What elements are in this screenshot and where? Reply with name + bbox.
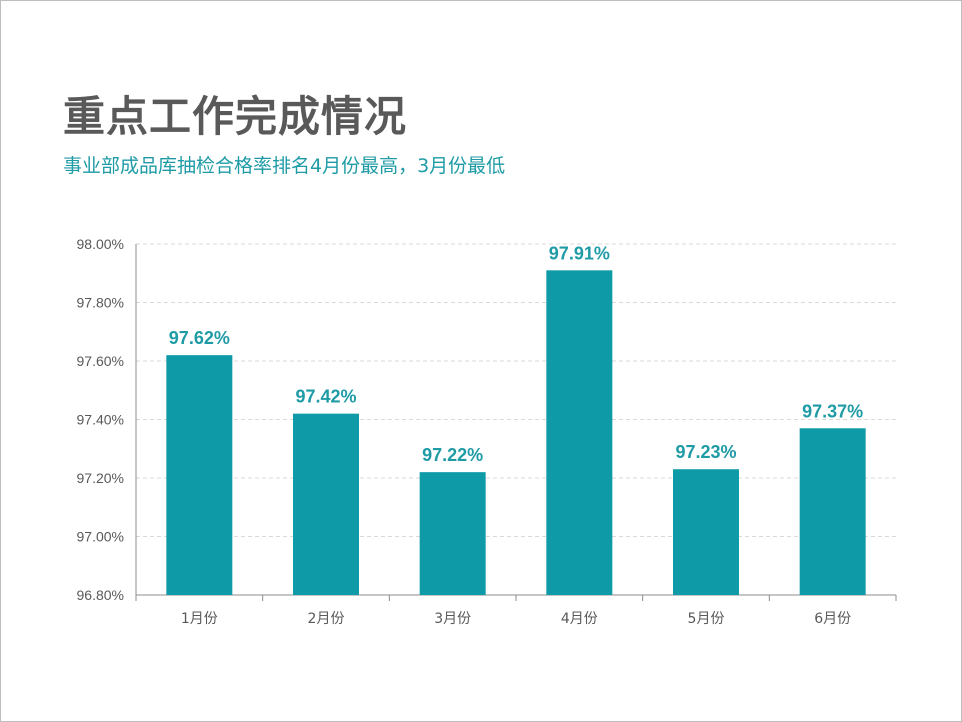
- y-tick-label: 97.40%: [77, 412, 124, 428]
- x-tick-label: 3月份: [434, 611, 471, 627]
- data-label: 97.62%: [169, 328, 230, 348]
- bar: [293, 413, 359, 595]
- y-tick-label: 97.80%: [77, 295, 124, 311]
- bar: [166, 355, 233, 595]
- data-label: 97.37%: [802, 401, 863, 421]
- x-tick-label: 6月份: [814, 611, 851, 627]
- data-label: 97.23%: [675, 442, 736, 462]
- bar: [673, 469, 739, 595]
- x-tick-label: 2月份: [308, 611, 345, 627]
- x-tick-label: 4月份: [561, 611, 598, 627]
- bar: [799, 428, 866, 595]
- bar: [419, 472, 486, 595]
- y-tick-label: 98.00%: [77, 236, 124, 252]
- y-tick-label: 97.60%: [77, 353, 124, 369]
- y-tick-label: 97.20%: [77, 470, 124, 486]
- x-tick-label: 5月份: [688, 611, 725, 627]
- x-tick-label: 1月份: [181, 611, 218, 627]
- y-tick-label: 97.00%: [77, 529, 124, 545]
- y-tick-label: 96.80%: [77, 587, 124, 603]
- data-label: 97.42%: [295, 387, 356, 407]
- bar: [546, 270, 613, 595]
- data-label: 97.91%: [549, 243, 610, 263]
- page-title: 重点工作完成情况: [63, 92, 408, 141]
- data-label: 97.22%: [422, 445, 483, 465]
- page-subtitle: 事业部成品库抽检合格率排名4月份最高，3月份最低: [63, 155, 506, 177]
